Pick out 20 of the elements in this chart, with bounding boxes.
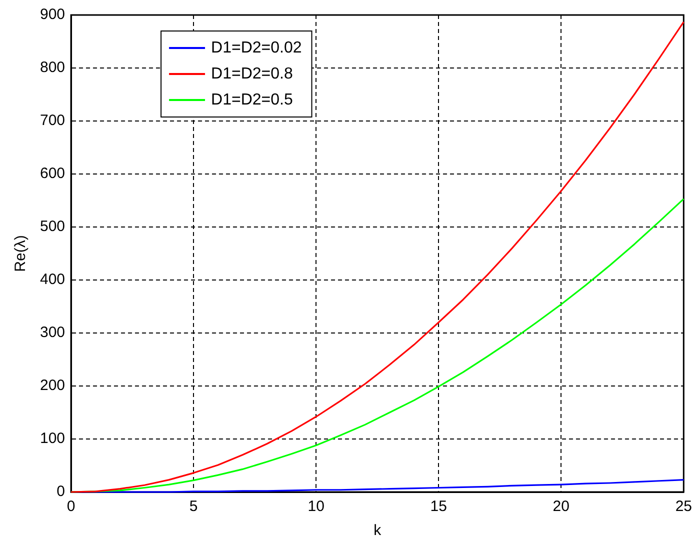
y-tick-label: 900 bbox=[40, 6, 66, 24]
x-tick-label: 20 bbox=[552, 498, 570, 516]
x-tick-label: 15 bbox=[430, 498, 447, 516]
y-tick-label: 700 bbox=[40, 112, 66, 130]
y-tick-label: 400 bbox=[40, 271, 66, 288]
legend-label: D1=D2=0.8 bbox=[211, 65, 293, 82]
legend-label: D1=D2=0.02 bbox=[211, 39, 302, 56]
legend-label: D1=D2=0.5 bbox=[211, 91, 293, 108]
y-tick-label: 800 bbox=[40, 59, 66, 76]
y-tick-label: 0 bbox=[56, 483, 66, 500]
x-tick-label: 5 bbox=[189, 498, 198, 516]
x-axis-title: k bbox=[374, 522, 382, 540]
y-tick-label: 300 bbox=[40, 324, 66, 342]
y-tick-label: 100 bbox=[40, 430, 66, 448]
y-axis-title: Re(λ) bbox=[12, 235, 30, 272]
y-tick-label: 600 bbox=[40, 165, 66, 182]
x-tick-label: 10 bbox=[308, 498, 324, 516]
y-tick-label: 500 bbox=[40, 218, 66, 236]
x-tick-label: 25 bbox=[675, 498, 692, 516]
y-tick-label: 200 bbox=[40, 377, 66, 394]
